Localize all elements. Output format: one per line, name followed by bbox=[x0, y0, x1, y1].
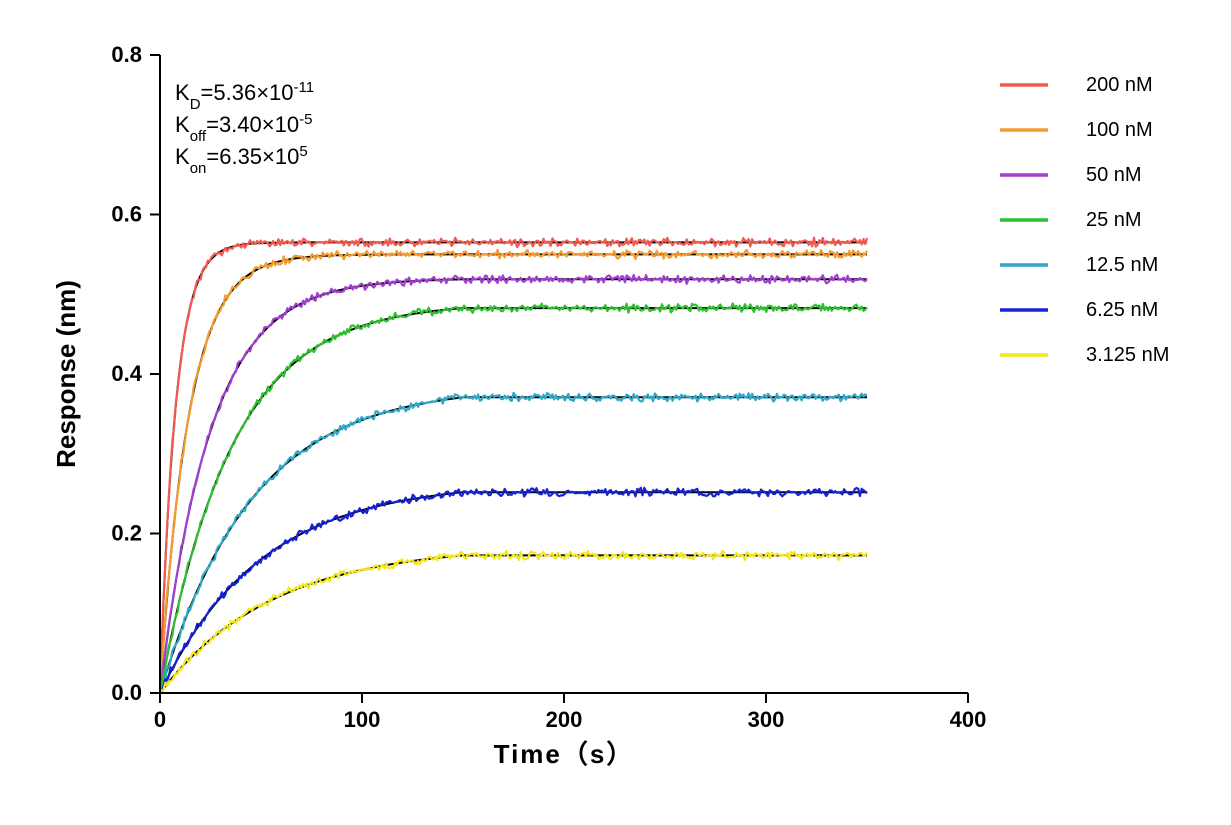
legend-label: 12.5 nM bbox=[1086, 254, 1158, 276]
sensorgram-chart: 0 100 200 300 400 0.0 0.2 0.4 0.6 0.8 Time（s） Respo… bbox=[0, 0, 1231, 825]
legend-label: 100 nM bbox=[1086, 119, 1153, 141]
legend-label: 200 nM bbox=[1086, 74, 1153, 96]
x-axis-title: Time（s） bbox=[494, 739, 635, 769]
x-tick-label: 300 bbox=[748, 707, 785, 732]
y-axis-title: Response (nm) bbox=[51, 280, 81, 468]
x-tick-label: 200 bbox=[546, 707, 583, 732]
legend-label: 6.25 nM bbox=[1086, 299, 1158, 321]
y-tick-label: 0.4 bbox=[111, 361, 142, 386]
y-tick-label: 0.0 bbox=[111, 680, 142, 705]
x-tick-label: 0 bbox=[154, 707, 166, 732]
legend-label: 50 nM bbox=[1086, 164, 1142, 186]
y-tick-label: 0.8 bbox=[111, 42, 142, 67]
y-tick-label: 0.2 bbox=[111, 521, 142, 546]
legend-label: 3.125 nM bbox=[1086, 344, 1169, 366]
legend-label: 25 nM bbox=[1086, 209, 1142, 231]
x-tick-label: 400 bbox=[950, 707, 987, 732]
x-tick-label: 100 bbox=[344, 707, 381, 732]
y-tick-label: 0.6 bbox=[111, 202, 142, 227]
